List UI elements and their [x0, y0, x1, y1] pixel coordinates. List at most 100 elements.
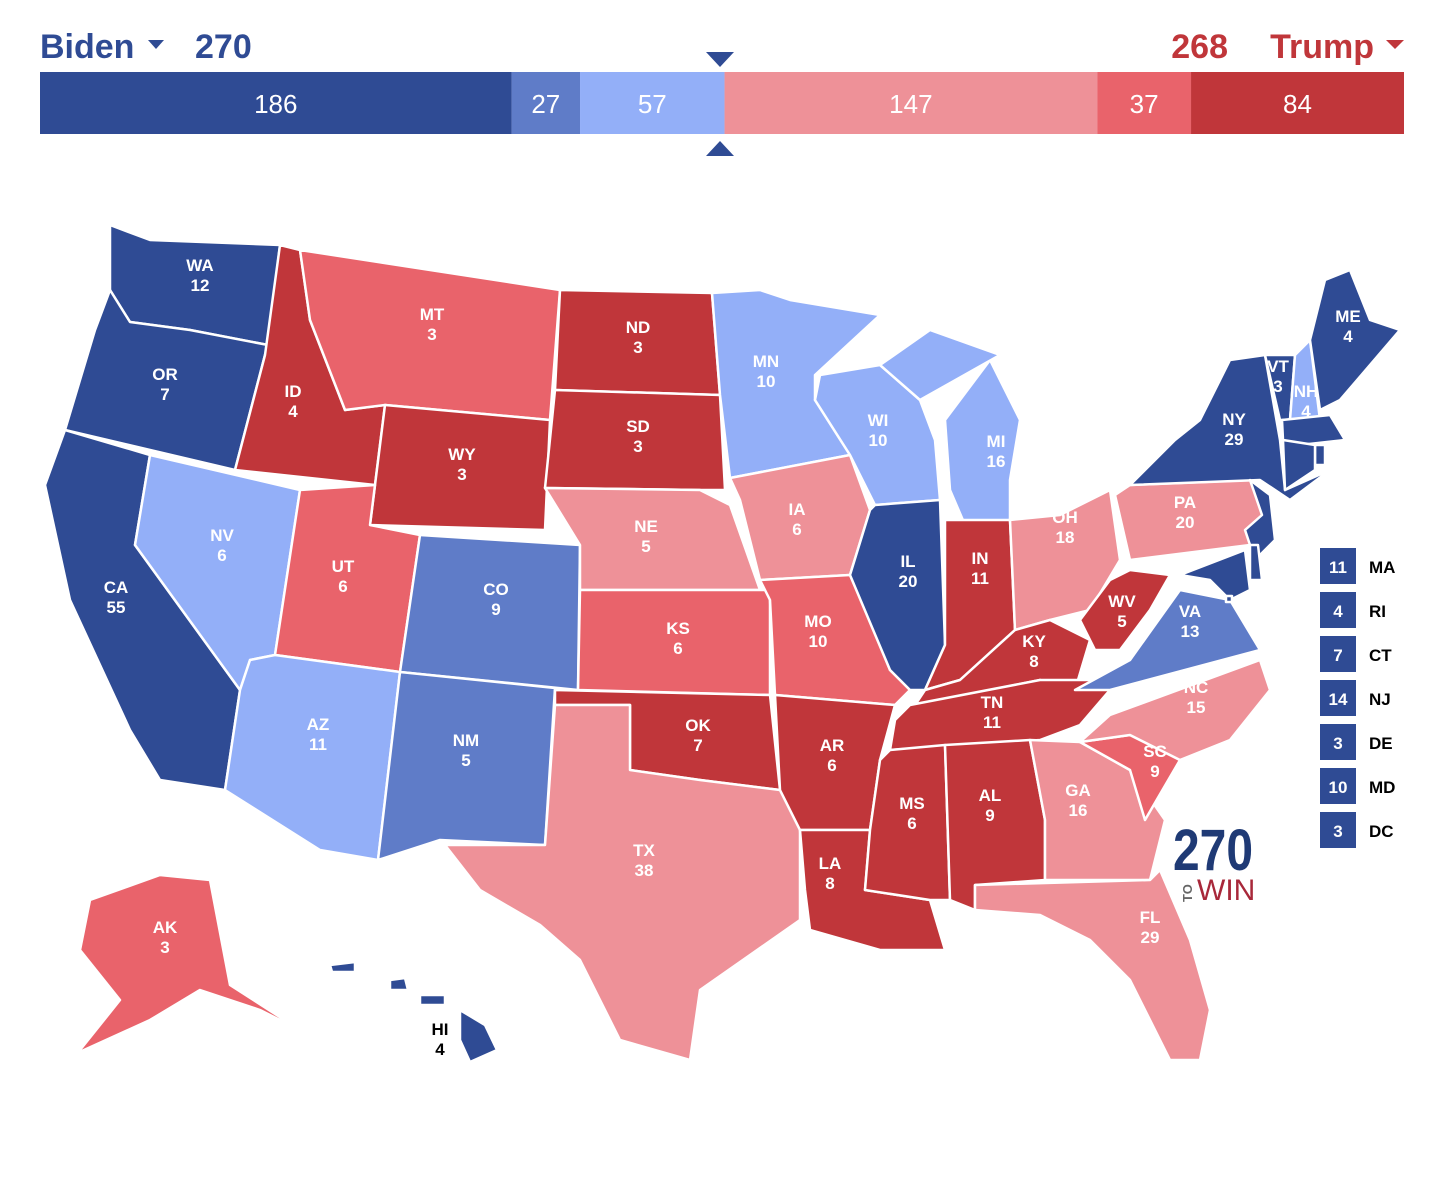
state — [943, 358, 1022, 527]
state-votes: 15 — [1187, 698, 1206, 717]
state-votes: 16 — [987, 452, 1006, 471]
state — [1308, 268, 1402, 412]
small-state-abbr: NJ — [1369, 690, 1391, 709]
state — [1178, 548, 1252, 602]
state — [1248, 543, 1264, 582]
small-state-box — [1320, 548, 1356, 584]
state-votes: 3 — [427, 325, 436, 344]
state-votes: 29 — [1141, 928, 1160, 947]
state-abbr: AR — [820, 736, 845, 755]
state-abbr: WV — [1108, 592, 1136, 611]
state-abbr: NM — [453, 731, 479, 750]
state-votes: 29 — [1225, 430, 1244, 449]
state — [1078, 568, 1172, 652]
small-state-abbr: DC — [1369, 822, 1394, 841]
state-votes: 6 — [673, 639, 682, 658]
state-abbr: MS — [899, 794, 925, 813]
state-votes: 7 — [160, 385, 169, 404]
state-votes: 4 — [435, 1040, 445, 1059]
state-votes: 9 — [985, 806, 994, 825]
bar-segment — [40, 72, 512, 134]
small-state-abbr: MD — [1369, 778, 1395, 797]
state-abbr: WY — [448, 445, 476, 464]
small-state-abbr: DE — [1369, 734, 1393, 753]
state-votes: 9 — [491, 600, 500, 619]
state-abbr: GA — [1065, 781, 1091, 800]
state — [443, 703, 802, 1062]
small-state-votes: 11 — [1329, 558, 1347, 577]
state-abbr: ME — [1335, 307, 1361, 326]
state-abbr: MO — [804, 612, 831, 631]
state — [458, 1008, 499, 1064]
state-abbr: NC — [1184, 678, 1209, 697]
state-abbr: UT — [332, 557, 355, 576]
state-votes: 38 — [635, 861, 654, 880]
state-votes: 7 — [693, 736, 702, 755]
state-abbr: PA — [1174, 493, 1196, 512]
small-state-box — [1320, 812, 1356, 848]
state-abbr: CA — [104, 578, 129, 597]
small-state-box — [1320, 768, 1356, 804]
state — [848, 498, 947, 692]
state-abbr: NY — [1222, 410, 1246, 429]
state-abbr: IA — [789, 500, 806, 519]
state — [1128, 353, 1332, 502]
state-abbr: TN — [981, 693, 1004, 712]
state-abbr: HI — [432, 1020, 449, 1039]
state-votes: 6 — [792, 520, 801, 539]
logo-number: 270 — [1173, 818, 1253, 883]
state-votes: 10 — [757, 372, 776, 391]
candidate-total: 268 — [1171, 28, 1228, 66]
dropdown-arrow[interactable] — [1386, 40, 1404, 49]
state-abbr: NE — [634, 517, 658, 536]
state-votes: 20 — [899, 572, 918, 591]
state-votes: 10 — [869, 431, 888, 450]
state-abbr: OR — [152, 365, 178, 384]
header-right[interactable]: Trump — [1270, 28, 1404, 66]
candidate-name[interactable]: Biden — [40, 28, 134, 66]
state-abbr: WI — [868, 411, 889, 430]
state-abbr: FL — [1140, 908, 1161, 927]
bar-label: 186 — [254, 89, 297, 119]
state-votes: 3 — [633, 338, 642, 357]
threshold-marker — [706, 52, 734, 67]
state-votes: 6 — [827, 756, 836, 775]
state — [863, 743, 952, 902]
state-votes: 9 — [1150, 762, 1159, 781]
state-votes: 3 — [160, 938, 169, 957]
state-votes: 4 — [1343, 327, 1353, 346]
state-abbr: TX — [633, 841, 655, 860]
small-state-box — [1320, 724, 1356, 760]
state-abbr: SC — [1143, 742, 1167, 761]
state-abbr: KY — [1022, 632, 1046, 651]
state — [543, 388, 727, 492]
state-abbr: KS — [666, 619, 690, 638]
state-votes: 55 — [107, 598, 126, 617]
candidate-name[interactable]: Trump — [1270, 28, 1374, 66]
dropdown-arrow[interactable] — [148, 40, 164, 49]
state-votes: 20 — [1176, 513, 1195, 532]
bar-segment — [511, 72, 581, 134]
state — [398, 533, 582, 692]
logo-to: TO — [1180, 884, 1195, 902]
state-abbr: VT — [1267, 357, 1289, 376]
state-votes: 16 — [1069, 801, 1088, 820]
state-votes: 5 — [461, 751, 470, 770]
header-left[interactable]: Biden — [40, 28, 164, 66]
small-state-abbr: CT — [1369, 646, 1392, 665]
bar-segment — [1097, 72, 1192, 134]
small-state-votes: 14 — [1329, 690, 1348, 709]
state-abbr: AZ — [307, 715, 330, 734]
state-abbr: NH — [1294, 382, 1319, 401]
state-votes: 12 — [191, 276, 210, 295]
state — [223, 653, 402, 862]
small-state-box — [1320, 636, 1356, 672]
state-abbr: IN — [972, 549, 989, 568]
state-abbr: ND — [626, 318, 651, 337]
threshold-marker — [706, 141, 734, 156]
bar-label: 147 — [889, 89, 932, 119]
state-votes: 10 — [809, 632, 828, 651]
state-votes: 11 — [309, 735, 327, 754]
state-votes: 6 — [217, 546, 226, 565]
state-abbr: CO — [483, 580, 509, 599]
